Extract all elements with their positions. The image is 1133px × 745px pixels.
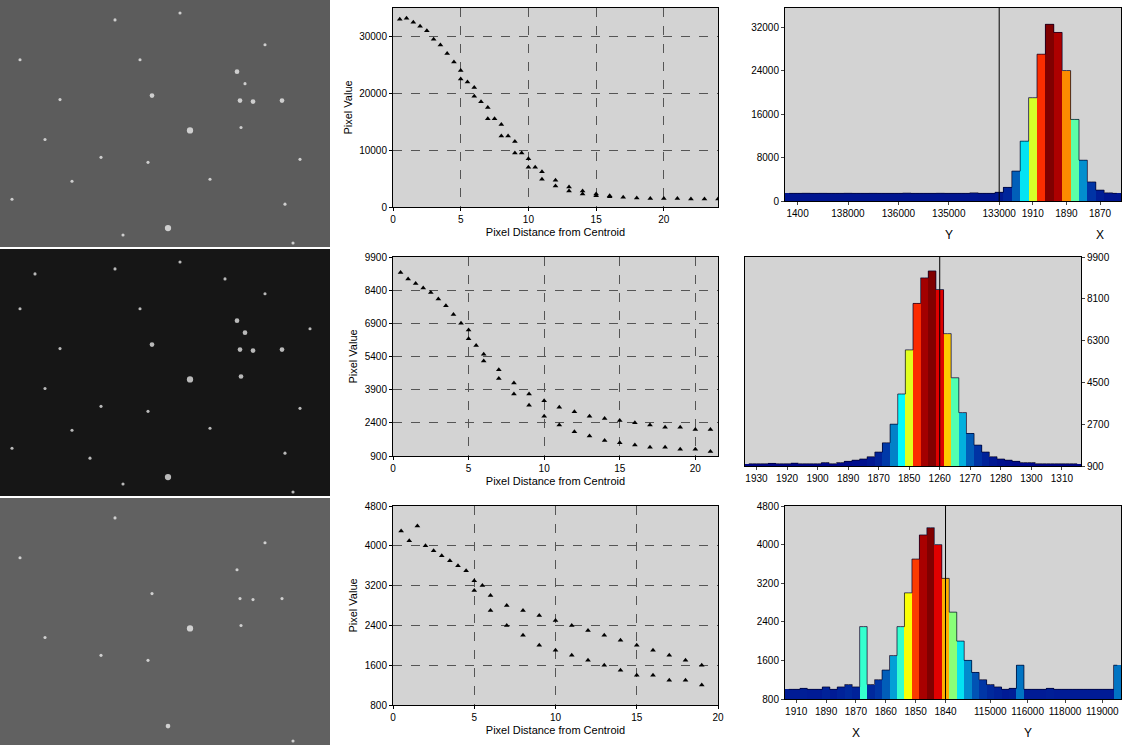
- svg-text:Pixel Distance from Centroid: Pixel Distance from Centroid: [486, 226, 625, 238]
- svg-text:Pixel Distance from Centroid: Pixel Distance from Centroid: [486, 724, 625, 736]
- svg-text:1600: 1600: [365, 660, 388, 671]
- svg-text:X: X: [852, 726, 860, 740]
- svg-text:20: 20: [690, 463, 702, 474]
- svg-text:1270: 1270: [959, 473, 982, 484]
- svg-text:3200: 3200: [757, 578, 780, 589]
- svg-text:Pixel Value: Pixel Value: [347, 578, 359, 632]
- svg-text:1890: 1890: [815, 706, 838, 717]
- svg-text:4500: 4500: [1087, 377, 1110, 388]
- svg-text:1900: 1900: [806, 473, 829, 484]
- svg-text:8400: 8400: [365, 285, 388, 296]
- svg-text:1840: 1840: [934, 706, 957, 717]
- svg-text:1930: 1930: [745, 473, 768, 484]
- svg-text:1850: 1850: [905, 706, 928, 717]
- svg-text:1910: 1910: [1022, 208, 1045, 219]
- svg-text:Y: Y: [945, 228, 953, 242]
- svg-text:10: 10: [539, 463, 551, 474]
- svg-text:Pixel Distance from Centroid: Pixel Distance from Centroid: [486, 475, 625, 487]
- svg-text:5: 5: [466, 463, 472, 474]
- svg-text:0: 0: [390, 712, 396, 723]
- svg-text:1890: 1890: [837, 473, 860, 484]
- svg-text:20000: 20000: [359, 88, 387, 99]
- svg-text:3900: 3900: [365, 384, 388, 395]
- svg-text:Pixel Value: Pixel Value: [347, 329, 359, 383]
- svg-text:32000: 32000: [751, 22, 779, 33]
- svg-text:133000: 133000: [983, 208, 1017, 219]
- svg-text:1260: 1260: [929, 473, 952, 484]
- svg-text:0: 0: [390, 214, 396, 225]
- svg-text:0: 0: [381, 202, 387, 213]
- svg-text:4800: 4800: [757, 501, 780, 512]
- svg-text:3200: 3200: [365, 580, 388, 591]
- svg-text:2700: 2700: [1087, 419, 1110, 430]
- svg-text:119000: 119000: [1086, 706, 1119, 717]
- svg-text:800: 800: [762, 694, 779, 705]
- svg-text:X: X: [1096, 228, 1104, 242]
- svg-text:20: 20: [658, 214, 670, 225]
- svg-text:0: 0: [773, 196, 779, 207]
- svg-text:9900: 9900: [1087, 252, 1110, 263]
- svg-text:2400: 2400: [365, 620, 388, 631]
- svg-text:5: 5: [458, 214, 464, 225]
- svg-text:1300: 1300: [1020, 473, 1043, 484]
- svg-text:115000: 115000: [974, 706, 1007, 717]
- svg-text:6300: 6300: [1087, 335, 1110, 346]
- svg-text:1920: 1920: [776, 473, 799, 484]
- svg-text:4000: 4000: [365, 540, 388, 551]
- svg-text:138000: 138000: [831, 208, 865, 219]
- svg-text:900: 900: [370, 451, 387, 462]
- svg-text:1310: 1310: [1051, 473, 1074, 484]
- svg-text:5400: 5400: [365, 351, 388, 362]
- svg-text:135000: 135000: [932, 208, 966, 219]
- svg-text:1870: 1870: [1089, 208, 1112, 219]
- svg-text:136000: 136000: [882, 208, 916, 219]
- svg-text:1400: 1400: [786, 208, 809, 219]
- svg-text:1860: 1860: [875, 706, 898, 717]
- svg-text:8100: 8100: [1087, 293, 1110, 304]
- svg-text:116000: 116000: [1011, 706, 1044, 717]
- svg-text:118000: 118000: [1049, 706, 1082, 717]
- svg-text:16000: 16000: [751, 109, 779, 120]
- svg-text:24000: 24000: [751, 65, 779, 76]
- svg-text:4800: 4800: [365, 501, 388, 512]
- svg-text:15: 15: [614, 463, 626, 474]
- svg-text:5: 5: [471, 712, 477, 723]
- svg-text:9900: 9900: [365, 252, 388, 263]
- svg-text:8000: 8000: [757, 152, 780, 163]
- svg-text:1910: 1910: [785, 706, 808, 717]
- svg-text:1870: 1870: [845, 706, 868, 717]
- svg-text:1870: 1870: [868, 473, 891, 484]
- svg-text:1850: 1850: [898, 473, 921, 484]
- svg-text:10: 10: [523, 214, 535, 225]
- svg-text:0: 0: [390, 463, 396, 474]
- svg-text:10: 10: [550, 712, 562, 723]
- svg-text:15: 15: [591, 214, 603, 225]
- svg-text:15: 15: [631, 712, 643, 723]
- svg-text:2400: 2400: [757, 616, 780, 627]
- svg-text:1280: 1280: [990, 473, 1013, 484]
- svg-text:30000: 30000: [359, 31, 387, 42]
- svg-text:20: 20: [712, 712, 724, 723]
- svg-text:1600: 1600: [757, 655, 780, 666]
- svg-text:6900: 6900: [365, 318, 388, 329]
- svg-text:10000: 10000: [359, 145, 387, 156]
- svg-text:Pixel Value: Pixel Value: [342, 80, 354, 134]
- svg-text:2400: 2400: [365, 417, 388, 428]
- svg-text:Y: Y: [1024, 726, 1032, 740]
- svg-text:800: 800: [370, 700, 387, 711]
- svg-text:1890: 1890: [1055, 208, 1078, 219]
- svg-text:900: 900: [1087, 461, 1104, 472]
- svg-text:4000: 4000: [757, 539, 780, 550]
